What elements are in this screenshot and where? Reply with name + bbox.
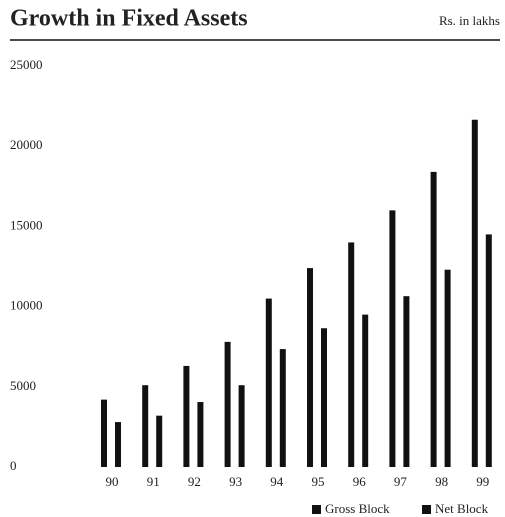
legend-label: Gross Block xyxy=(325,501,390,516)
bar xyxy=(197,402,204,467)
chart-title: Growth in Fixed Assets xyxy=(10,6,248,32)
bar xyxy=(101,399,107,467)
legend-label: Net Block xyxy=(435,501,489,516)
x-tick-label: 91 xyxy=(147,474,160,489)
legend-swatch xyxy=(422,505,431,514)
x-tick-label: 93 xyxy=(229,474,242,489)
x-tick-label: 95 xyxy=(312,474,325,489)
y-tick-label: 20000 xyxy=(10,137,43,152)
bar xyxy=(403,296,410,467)
bar xyxy=(430,171,437,467)
bar xyxy=(444,269,451,467)
bar xyxy=(321,328,327,467)
bar xyxy=(115,422,121,467)
bar xyxy=(238,385,245,467)
bar xyxy=(265,298,272,467)
x-tick-label: 90 xyxy=(106,474,119,489)
bar xyxy=(362,314,369,467)
y-tick-label: 25000 xyxy=(10,57,43,72)
x-tick-label: 99 xyxy=(476,474,489,489)
bar xyxy=(471,119,478,467)
x-tick-label: 96 xyxy=(353,474,367,489)
bar xyxy=(142,385,149,467)
bar xyxy=(348,242,355,467)
x-tick-label: 94 xyxy=(270,474,284,489)
bar xyxy=(485,234,492,467)
bar xyxy=(279,349,286,467)
y-tick-label: 5000 xyxy=(10,378,36,393)
bar xyxy=(389,210,396,468)
y-tick-label: 15000 xyxy=(10,217,43,232)
x-tick-label: 92 xyxy=(188,474,201,489)
y-tick-label: 10000 xyxy=(10,298,43,313)
bar xyxy=(156,415,163,467)
x-tick-label: 97 xyxy=(394,474,408,489)
y-tick-label: 0 xyxy=(10,458,17,473)
bar xyxy=(183,365,190,467)
bar xyxy=(224,341,231,467)
x-tick-label: 98 xyxy=(435,474,448,489)
legend-swatch xyxy=(312,505,321,514)
bar xyxy=(307,268,313,467)
chart-subtitle: Rs. in lakhs xyxy=(439,13,500,28)
